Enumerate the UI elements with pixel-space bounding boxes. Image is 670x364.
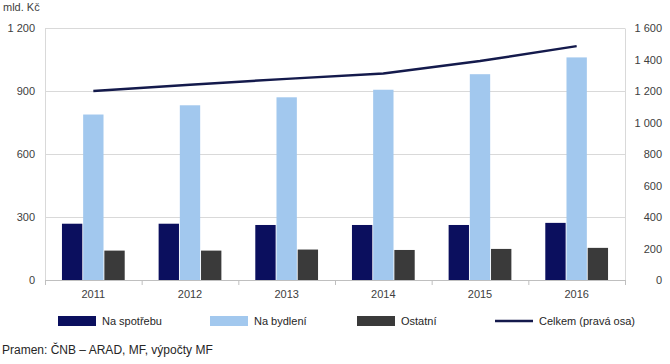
category-separators bbox=[46, 280, 626, 285]
tick-label: 900 bbox=[17, 85, 35, 97]
legend-item: Na spotřebu bbox=[58, 315, 162, 327]
bar bbox=[255, 225, 275, 280]
tick-label: 2012 bbox=[178, 288, 202, 300]
legend-swatch bbox=[495, 320, 533, 323]
bar-series bbox=[104, 248, 608, 280]
tick-label: 0 bbox=[29, 274, 35, 286]
tick: 800 bbox=[625, 148, 662, 160]
tick: 2016 bbox=[564, 280, 588, 300]
tick: 2015 bbox=[468, 280, 492, 300]
tick: 600 bbox=[625, 180, 662, 192]
bar bbox=[449, 225, 469, 280]
tick-label: 400 bbox=[644, 211, 662, 223]
source: Pramen: ČNB – ARAD, MF, výpočty MF bbox=[2, 342, 213, 357]
tick: 1 200 bbox=[625, 85, 662, 97]
line bbox=[93, 46, 576, 91]
bar-series bbox=[83, 57, 587, 280]
bar bbox=[373, 90, 393, 280]
bar bbox=[491, 249, 511, 280]
y-axis: 0 300 600 900 1 200 bbox=[7, 22, 45, 286]
tick-label: 1 200 bbox=[7, 22, 35, 34]
bar bbox=[180, 105, 200, 280]
tick: 1 400 bbox=[625, 54, 662, 66]
bar bbox=[83, 115, 103, 280]
grid-line bbox=[45, 217, 625, 218]
separator bbox=[528, 280, 529, 285]
tick: 900 bbox=[17, 85, 45, 97]
bar bbox=[62, 224, 82, 280]
bar bbox=[545, 223, 565, 280]
legend-swatch bbox=[357, 316, 395, 326]
legend-label: Na spotřebu bbox=[102, 315, 162, 327]
tick: 0 bbox=[625, 274, 662, 286]
plot bbox=[62, 46, 608, 280]
legend-swatch bbox=[210, 316, 248, 326]
tick-label: 800 bbox=[644, 148, 662, 160]
legend-item: Celkem (pravá osa) bbox=[495, 315, 635, 327]
separator bbox=[45, 280, 46, 285]
axis-line bbox=[45, 29, 46, 281]
bar bbox=[588, 248, 608, 280]
tick-label: 2015 bbox=[468, 288, 492, 300]
legend-label: Celkem (pravá osa) bbox=[539, 315, 635, 327]
axis-title: mld. Kč bbox=[3, 1, 40, 13]
tick: 2014 bbox=[371, 280, 395, 300]
tick-label: 200 bbox=[644, 243, 662, 255]
tick-label: 1 400 bbox=[634, 54, 662, 66]
bar bbox=[159, 224, 179, 280]
legend-item: Ostatní bbox=[357, 315, 436, 327]
tick: 2012 bbox=[178, 280, 202, 300]
separator bbox=[432, 280, 433, 285]
tick: 200 bbox=[625, 243, 662, 255]
tick: 400 bbox=[625, 211, 662, 223]
bar bbox=[470, 74, 490, 280]
tick: 1 000 bbox=[625, 117, 662, 129]
tick-label: 1 200 bbox=[634, 85, 662, 97]
legend-label: Ostatní bbox=[401, 315, 436, 327]
bar bbox=[394, 250, 414, 280]
tick-label: 1 000 bbox=[634, 117, 662, 129]
tick-label: 2014 bbox=[371, 288, 395, 300]
tick: 2013 bbox=[274, 280, 298, 300]
chart: 0 300 600 900 1 200 0 200 400 600 800 1 000 1 200 1 … bbox=[0, 0, 670, 364]
legend-label: Na bydlení bbox=[254, 315, 307, 327]
bar bbox=[298, 250, 318, 280]
tick: 1 200 bbox=[7, 22, 45, 34]
tick: 600 bbox=[17, 148, 45, 160]
separator bbox=[625, 280, 626, 285]
tick-label: 0 bbox=[656, 274, 662, 286]
bar bbox=[276, 97, 296, 280]
bar bbox=[352, 225, 372, 280]
y2-axis: 0 200 400 600 800 1 000 1 200 1 400 1 600 bbox=[625, 22, 662, 286]
separator bbox=[142, 280, 143, 285]
tick-label: 600 bbox=[644, 180, 662, 192]
grid-line bbox=[45, 91, 625, 92]
grid-line bbox=[45, 28, 625, 29]
bar bbox=[566, 57, 586, 280]
tick: 1 600 bbox=[625, 22, 662, 34]
tick-label: 2013 bbox=[274, 288, 298, 300]
bar bbox=[104, 251, 124, 280]
separator bbox=[238, 280, 239, 285]
grid-line bbox=[45, 154, 625, 155]
tick-label: 1 600 bbox=[634, 22, 662, 34]
tick-label: 300 bbox=[17, 211, 35, 223]
legend-item: Na bydlení bbox=[210, 315, 307, 327]
tick-label: 2011 bbox=[82, 288, 106, 300]
tick: 300 bbox=[17, 211, 45, 223]
tick: 2011 bbox=[82, 280, 106, 300]
bar bbox=[201, 251, 221, 280]
separator bbox=[335, 280, 336, 285]
axis-line bbox=[625, 29, 626, 281]
legend-swatch bbox=[58, 316, 96, 326]
tick: 0 bbox=[29, 274, 45, 286]
legend: Na spotřebu Na bydlení Ostatní Celkem (prav… bbox=[58, 315, 635, 327]
tick-label: 2016 bbox=[564, 288, 588, 300]
x-axis: 2011 2012 2013 2014 2015 2016 bbox=[46, 280, 626, 300]
grid bbox=[45, 29, 625, 281]
tick-label: 600 bbox=[17, 148, 35, 160]
